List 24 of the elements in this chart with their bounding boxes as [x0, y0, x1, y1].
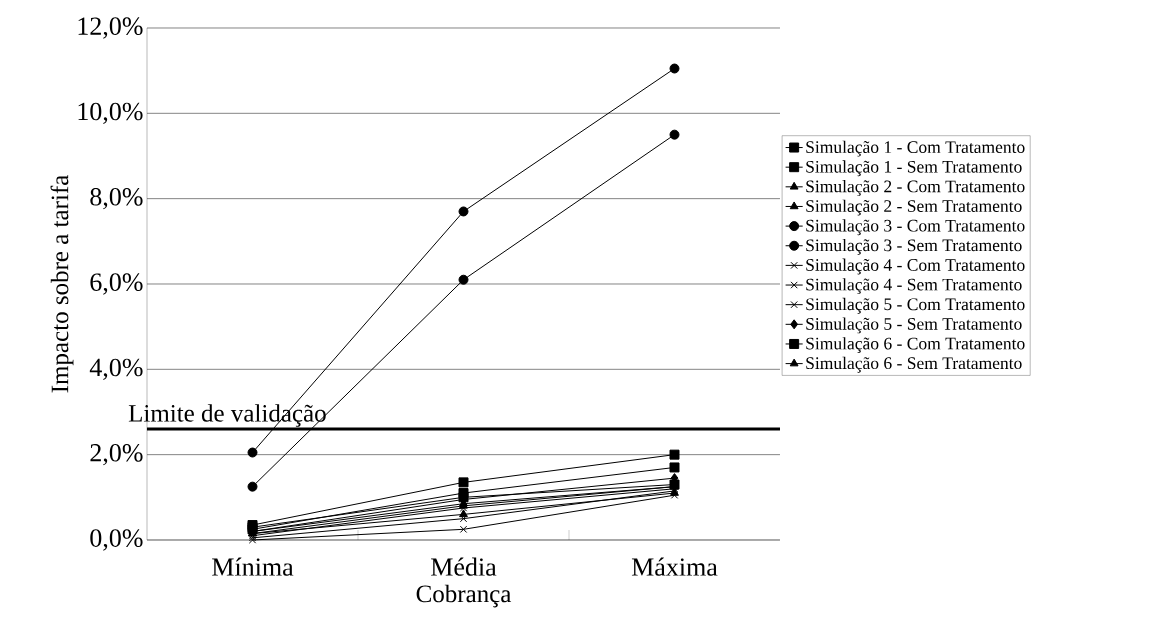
- legend-label: Simulação 5 - Sem Tratamento: [806, 317, 1022, 334]
- y-tick-label: 4,0%: [89, 358, 143, 380]
- y-tick-label: 2,0%: [90, 444, 143, 466]
- y-axis-title: Impacto sobre a tarifa: [50, 175, 74, 393]
- legend-label: Simulação 2 - Sem Tratamento: [806, 199, 1022, 216]
- legend-label: Simulação 1 - Sem Tratamento: [806, 160, 1022, 177]
- x-tick-label: Máxima: [631, 557, 718, 576]
- legend-label: Simulação 3 - Com Tratamento: [806, 219, 1025, 236]
- legend-label: Simulação 4 - Com Tratamento: [806, 258, 1025, 275]
- legend-label: Simulação 2 - Com Tratamento: [806, 180, 1025, 196]
- legend-label: Simulação 6 - Sem Tratamento: [806, 356, 1022, 373]
- y-tick-label: 6,0%: [90, 273, 143, 295]
- x-tick-label: Mínima: [212, 557, 294, 576]
- legend-label: Simulação 5 - Com Tratamento: [806, 297, 1025, 314]
- x-axis-title: Cobrança: [416, 584, 512, 608]
- y-tick-label: 8,0%: [90, 188, 143, 210]
- x-tick-label: Média: [431, 557, 497, 576]
- y-tick-label: 12,0%: [78, 17, 143, 39]
- legend-label: Simulação 6 - Com Tratamento: [806, 337, 1025, 354]
- legend-label: Simulação 1 - Com Tratamento: [806, 140, 1025, 157]
- legend-label: Simulação 4 - Sem Tratamento: [806, 278, 1022, 295]
- y-tick-label: 10,0%: [78, 102, 143, 124]
- y-tick-label: 0,0%: [90, 529, 143, 551]
- legend-label: Simulação 3 - Sem Tratamento: [806, 238, 1022, 255]
